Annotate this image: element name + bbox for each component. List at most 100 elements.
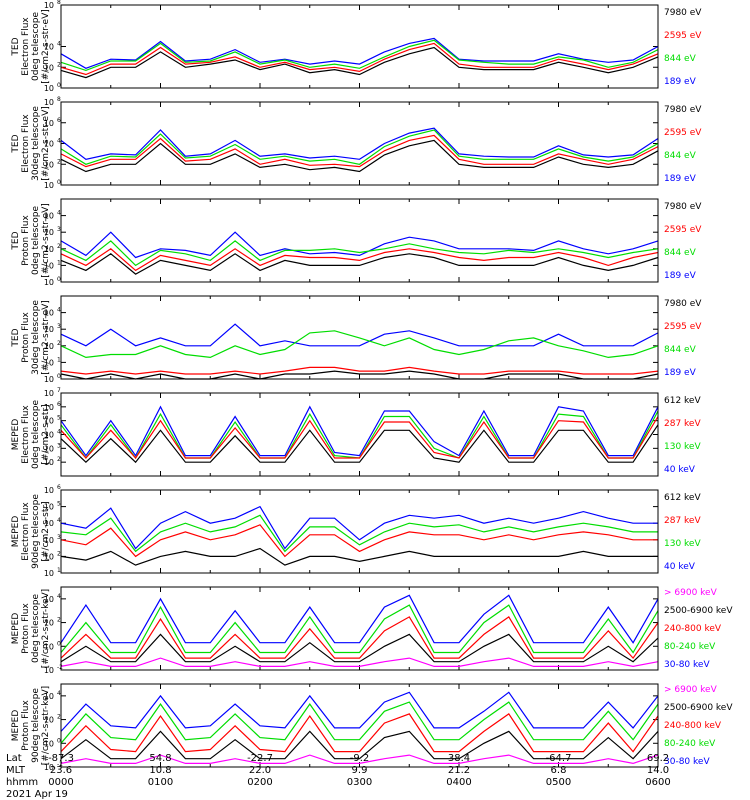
y-tick-label: 10	[44, 181, 54, 190]
y-tick-label: 10	[44, 63, 54, 72]
y-tick-exponent: 2	[57, 456, 61, 463]
y-axis-label-line: MEPED	[11, 419, 21, 451]
plot-frame	[60, 4, 659, 89]
legend-entry: 287 keV	[664, 516, 701, 526]
series-line	[60, 524, 658, 558]
series-line	[60, 547, 658, 566]
series-line	[60, 37, 659, 69]
y-tick-exponent: 4	[57, 307, 61, 314]
y-tick-label: 10	[44, 739, 54, 748]
y-tick-label: 10	[44, 486, 54, 495]
y-axis-label-line: [#/cm2-s-str]	[41, 501, 51, 561]
chart-panel: MEPEDElectron Flux0deg telescope[#/cm2-s…	[11, 387, 701, 477]
y-tick-exponent: -2	[57, 761, 63, 768]
y-tick-label: 10	[44, 375, 54, 384]
y-axis-label-line: 90deg telescope	[31, 494, 41, 569]
y-tick-label: 10	[44, 431, 54, 440]
footer-lat-value: 54.8	[149, 753, 171, 764]
legend-entry: 189 eV	[664, 368, 697, 378]
plot-frame	[60, 683, 659, 768]
legend-entry: 189 eV	[664, 271, 697, 281]
chart-panel: TEDProton Flux30deg telescope[#/cm2-s-st…	[11, 295, 702, 384]
series-line	[60, 424, 659, 464]
y-axis-label-line: TED	[11, 134, 21, 153]
y-tick-label: 10	[44, 716, 54, 725]
y-axis-label-line: Electron Flux	[21, 405, 31, 464]
series-line	[60, 39, 659, 72]
legend-entry: 612 keV	[664, 396, 701, 406]
y-tick-label: 10	[44, 642, 54, 651]
time-axis-footer: Lat MLT hhmm 2021 Apr 19 -87.3 54.8 -22.7 -…	[6, 753, 671, 800]
y-tick-label: 10	[44, 519, 54, 528]
series-line	[60, 405, 659, 457]
y-axis-label-line: Proton Flux	[21, 700, 31, 751]
y-tick-label: 10	[44, 261, 54, 270]
y-tick-exponent: 1	[57, 356, 61, 363]
footer-mlt-value: 6.8	[551, 765, 567, 776]
y-tick-label: 10	[44, 444, 54, 453]
y-tick-label: 10	[44, 595, 54, 604]
y-axis-label-line: [#/cm2-s-str-eV]	[41, 9, 51, 84]
legend-entry: 240-800 keV	[664, 624, 722, 634]
series-line	[60, 330, 659, 359]
y-tick-label: 10	[44, 358, 54, 367]
y-axis-label: TEDProton Flux30deg telescope[#/cm2-s-st…	[11, 300, 51, 375]
legend-entry: 7980 eV	[664, 299, 702, 309]
y-tick-label: 10	[44, 278, 54, 287]
y-axis-label-line: TED	[11, 328, 21, 347]
legend-entry: 844 eV	[664, 345, 697, 355]
y-tick-exponent: 2	[57, 158, 61, 165]
footer-lat-value: -9.2	[350, 753, 370, 764]
y-axis-label-line: TED	[11, 37, 21, 56]
y-axis-label-line: 0deg telescope	[31, 206, 41, 276]
y-axis-label-line: Electron Flux	[21, 17, 31, 76]
plot-frame	[60, 101, 659, 186]
chart-panel: TEDElectron Flux30deg telescope[#/cm2-s-…	[11, 96, 702, 190]
y-axis-label-line: Proton Flux	[21, 215, 31, 266]
y-tick-label: 10	[44, 119, 54, 128]
y-tick-exponent: 0	[57, 737, 61, 744]
series-line	[60, 127, 659, 160]
legend-entry: 80-240 keV	[664, 739, 716, 749]
plot-frame	[60, 392, 659, 477]
y-tick-label: 10	[44, 666, 54, 675]
y-tick-exponent: -2	[57, 664, 63, 671]
y-axis-label-line: Electron Flux	[21, 114, 31, 173]
footer-mlt-value: 14.0	[647, 765, 669, 776]
y-tick-label: 10	[44, 98, 54, 107]
y-tick-label: 10	[44, 503, 54, 512]
y-tick-exponent: 3	[57, 226, 61, 233]
y-tick-exponent: 3	[57, 323, 61, 330]
y-axis-label-line: [#/cm2-s-str-eV]	[41, 203, 51, 278]
panel-group: TEDElectron Flux0deg telescope[#/cm2-s-s…	[11, 0, 733, 772]
legend-entry: 844 eV	[664, 248, 697, 258]
series-line	[60, 604, 659, 654]
legend-entry: 7980 eV	[664, 202, 702, 212]
footer-hhmm-label: hhmm	[6, 777, 38, 788]
y-tick-label: 10	[44, 43, 54, 52]
y-tick-label: 10	[44, 417, 54, 426]
series-line	[60, 129, 659, 165]
y-tick-exponent: 6	[57, 401, 61, 408]
y-tick-label: 10	[44, 245, 54, 254]
legend-entry: 2500-6900 keV	[664, 703, 733, 713]
legend-entry: 40 keV	[664, 562, 696, 572]
plot-frame	[60, 198, 659, 283]
y-tick-exponent: 2	[57, 550, 61, 557]
footer-hhmm-value: 0000	[48, 777, 73, 788]
y-axis-label: MEPEDElectron Flux90deg telescope[#/cm2-…	[11, 494, 51, 569]
footer-lat-value: -22.7	[247, 753, 273, 764]
footer-lat-value: -87.3	[48, 753, 74, 764]
legend-entry: 189 eV	[664, 174, 697, 184]
footer-hhmm-value: 0300	[347, 777, 372, 788]
series-line	[60, 514, 658, 553]
y-tick-label: 10	[44, 389, 54, 398]
y-axis-label-line: 0deg telescope	[31, 400, 41, 470]
y-tick-label: 10	[44, 228, 54, 237]
y-axis-label: TEDProton Flux0deg telescope[#/cm2-s-str…	[11, 203, 51, 278]
y-axis-label-line: 90deg telescope	[31, 688, 41, 763]
footer-mlt-value: 10.8	[149, 765, 171, 776]
chart-panel: MEPEDElectron Flux90deg telescope[#/cm2-…	[11, 484, 701, 578]
y-axis-label: TEDElectron Flux0deg telescope[#/cm2-s-s…	[11, 9, 51, 84]
series-line	[60, 240, 659, 267]
